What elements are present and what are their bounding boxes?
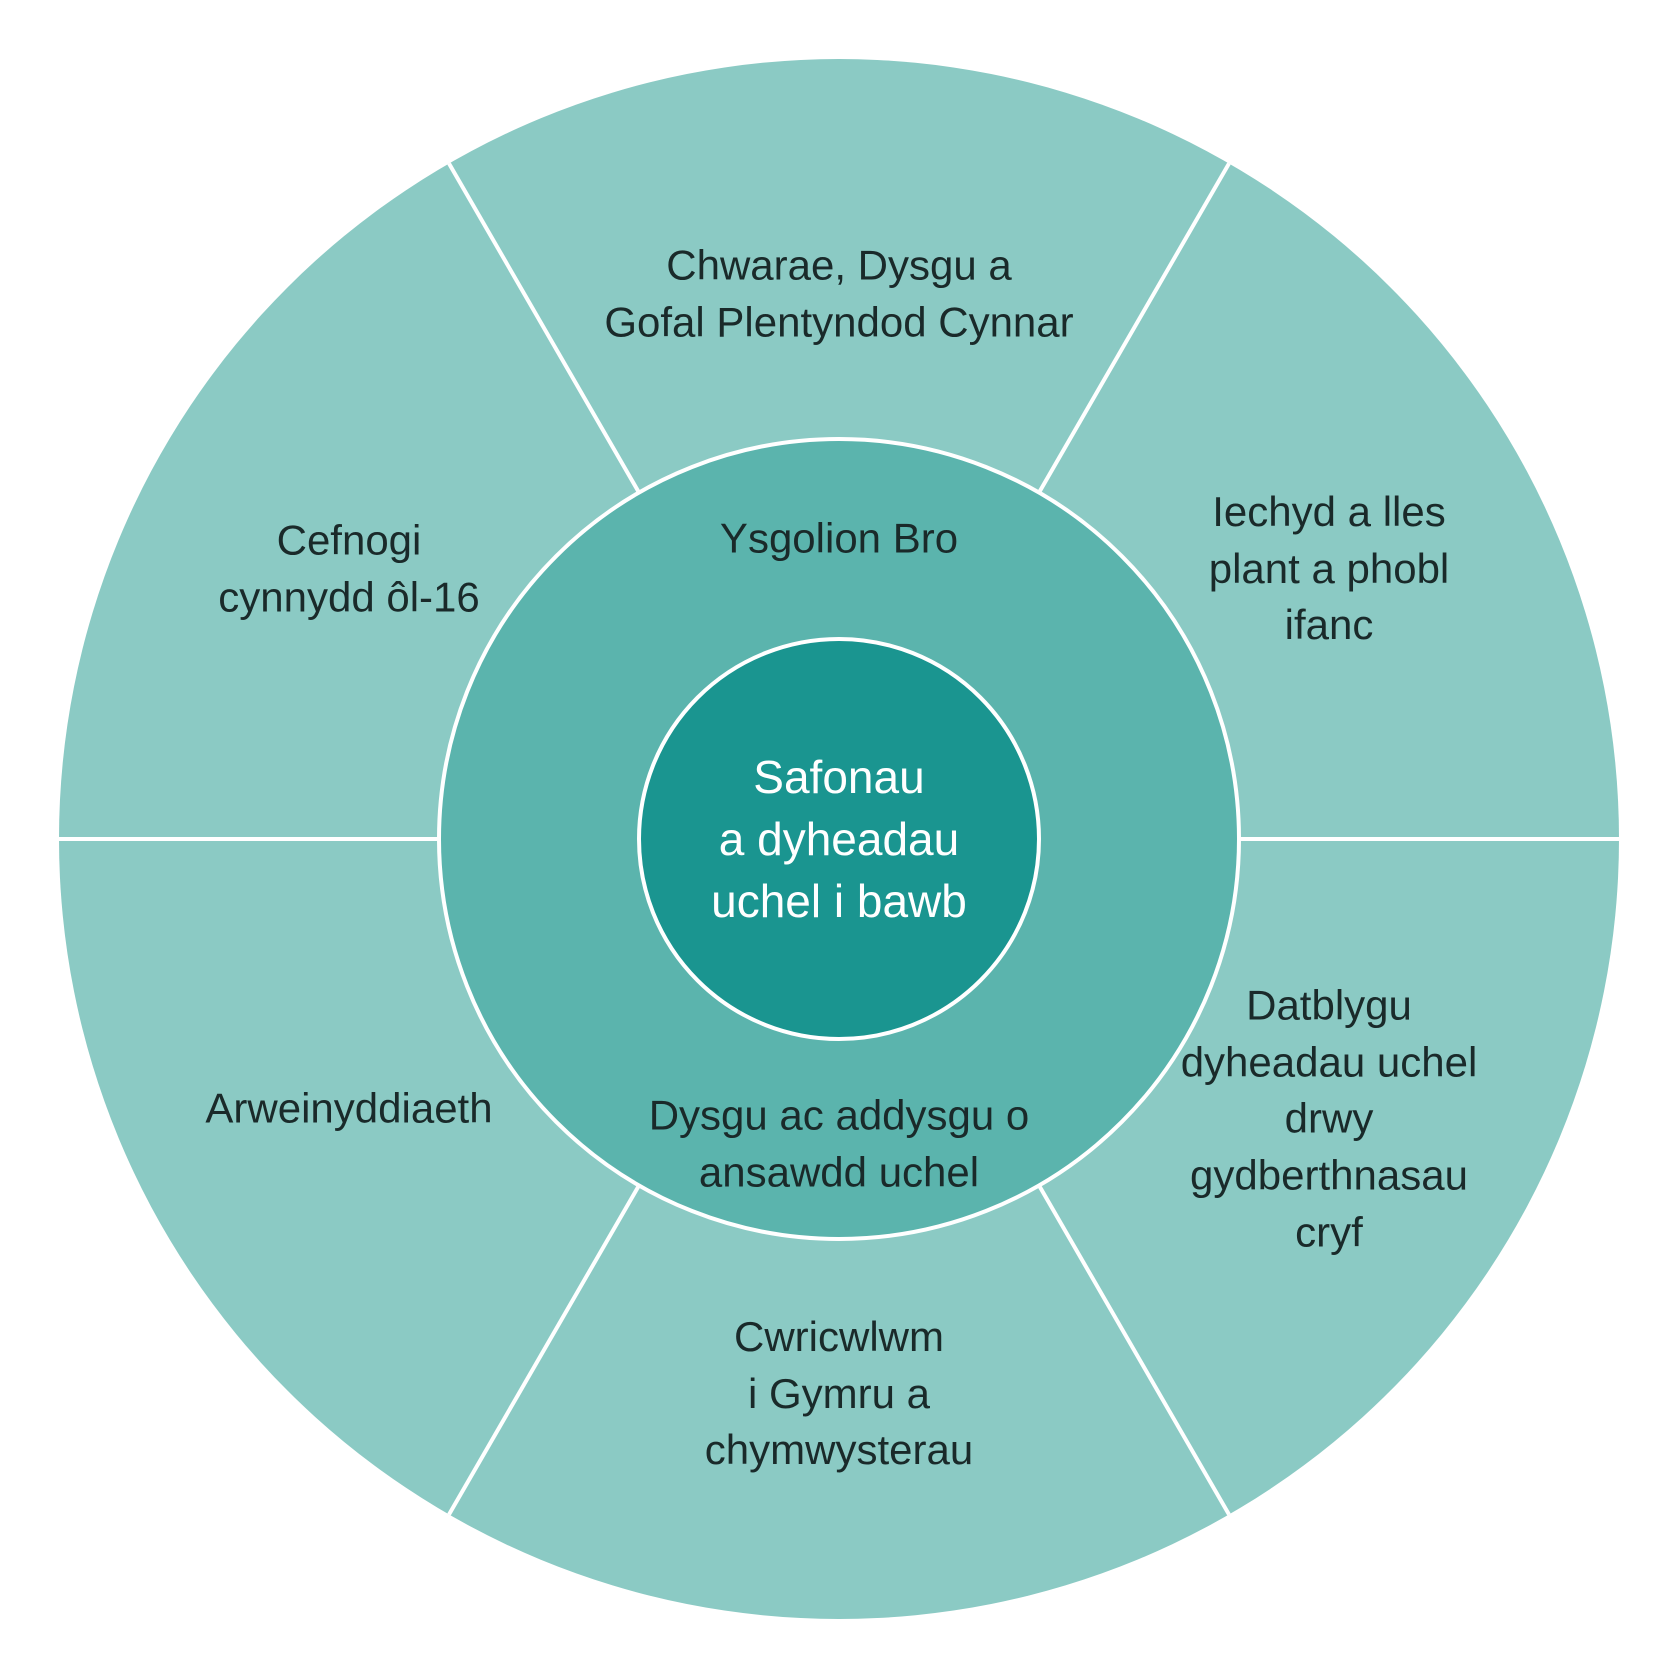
outer-segment-label-5: Cefnogi cynnydd ôl-16 — [218, 512, 480, 625]
middle-bottom-label: Dysgu ac addysgu o ansawdd uchel — [649, 1087, 1030, 1200]
outer-segment-label-2: Datblygu dyheadau uchel drwy gydberthnas… — [1174, 977, 1484, 1260]
outer-segment-label-4: Arweinyddiaeth — [205, 1081, 492, 1138]
middle-top-label: Ysgolion Bro — [720, 511, 958, 568]
outer-segment-label-3: Cwricwlwm i Gymru a chymwysterau — [705, 1309, 973, 1479]
radial-diagram: Chwarae, Dysgu a Gofal Plentyndod Cynnar… — [39, 39, 1639, 1639]
outer-segment-label-0: Chwarae, Dysgu a Gofal Plentyndod Cynnar — [604, 237, 1073, 350]
center-label: Safonau a dyheadau uchel i bawb — [711, 746, 967, 932]
outer-segment-label-1: Iechyd a lles plant a phobl ifanc — [1174, 484, 1484, 654]
